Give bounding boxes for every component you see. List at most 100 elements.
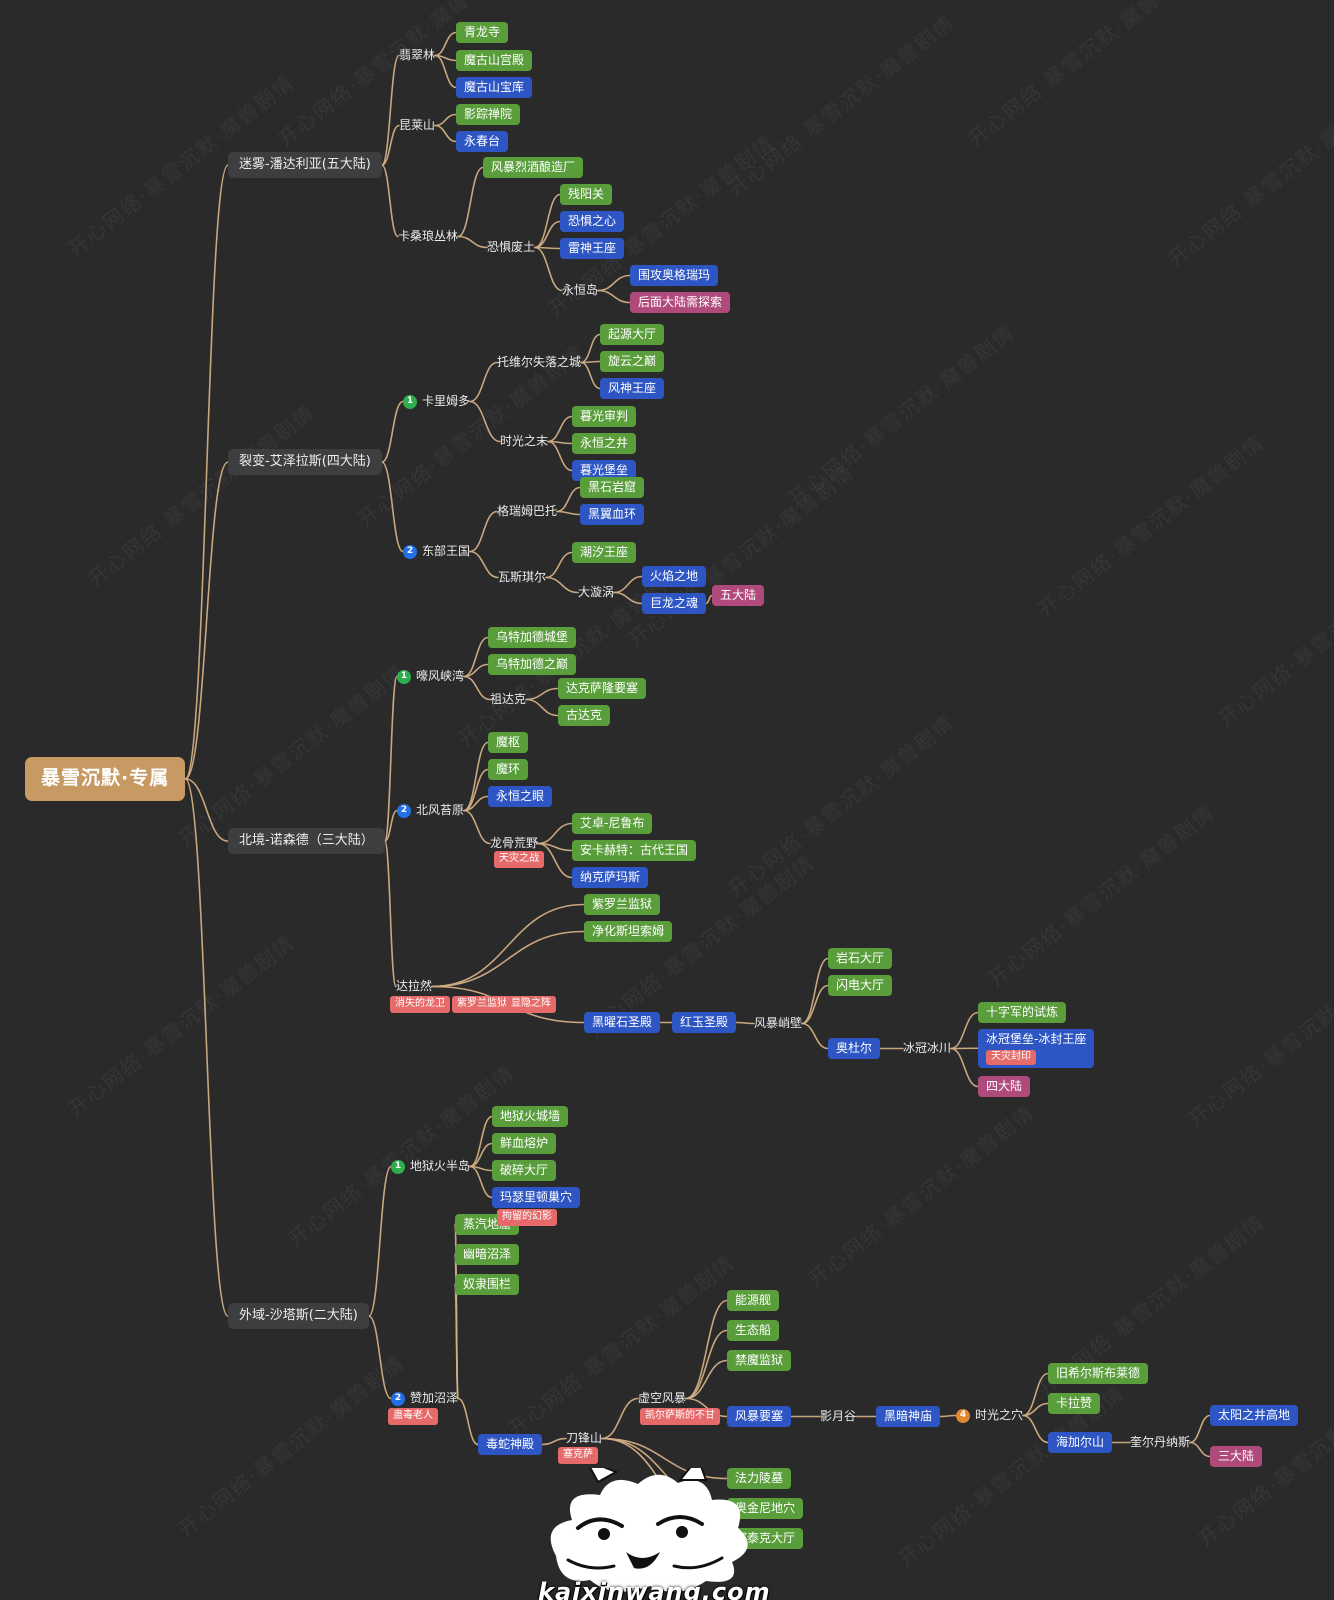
node-yingzong[interactable]: 影踪禅院 [456, 104, 521, 125]
node-dakesalong[interactable]: 达克萨隆要塞 [558, 678, 647, 699]
node-yingyuegu[interactable]: 影月谷 [820, 1409, 856, 1424]
node-shiguang-zhixue[interactable]: 4 时光之穴 [956, 1408, 1023, 1423]
node-wasiqier[interactable]: 瓦斯琪尔 [498, 570, 546, 585]
node-shandian[interactable]: 闪电大厅 [828, 975, 893, 996]
node-leishen-wangzuo[interactable]: 雷神王座 [560, 238, 625, 259]
node-diyuhuo[interactable]: 1 地狱火半岛 [391, 1159, 470, 1174]
node-xianxue[interactable]: 鲜血熔炉 [492, 1133, 557, 1154]
node-huoyan[interactable]: 火焰之地 [642, 566, 707, 587]
node-dalaran[interactable]: 达拉然 [396, 979, 432, 994]
node-kongju-feitu[interactable]: 恐惧废土 [487, 240, 535, 255]
node-kasanglang[interactable]: 卡桑琅丛林 [398, 229, 458, 244]
node-feicuilin[interactable]: 翡翠林 [399, 48, 435, 63]
node-julong[interactable]: 巨龙之魂 [642, 593, 707, 614]
node-root[interactable]: 暴雪沉默·专属 [25, 757, 186, 801]
node-kunlaishan[interactable]: 昆莱山 [399, 118, 435, 133]
node-bg-baolei[interactable]: 冰冠堡垒-冰封王座 天灾封印 [978, 1029, 1095, 1068]
node-fb-yaosai[interactable]: 风暴要塞 [727, 1406, 792, 1427]
node-sidalu[interactable]: 四大陆 [978, 1076, 1031, 1097]
node-zudake[interactable]: 祖达克 [490, 692, 526, 707]
node-yanshi[interactable]: 岩石大厅 [828, 948, 893, 969]
node-heishi-yanku[interactable]: 黑石岩窟 [580, 477, 645, 498]
node-dyh-chengqiang[interactable]: 地狱火城墙 [492, 1106, 569, 1127]
node-heiyi-xuehuan[interactable]: 黑翼血环 [580, 504, 645, 525]
node-qinglongsi[interactable]: 青龙寺 [456, 22, 509, 43]
node-qiyuan[interactable]: 起源大厅 [600, 324, 665, 345]
node-fali[interactable]: 法力陵墓 [727, 1468, 792, 1489]
node-wtjd-zhidian[interactable]: 乌特加德之巅 [488, 654, 577, 675]
node-houmian-dalu[interactable]: 后面大陆需探索 [630, 292, 731, 313]
node-yh-zhiyan[interactable]: 永恒之眼 [488, 786, 553, 807]
node-chaoxi[interactable]: 潮汐王座 [572, 542, 637, 563]
node-weigong-aog[interactable]: 围攻奥格瑞玛 [630, 265, 719, 286]
node-heiyaoshi[interactable]: 黑曜石圣殿 [584, 1012, 661, 1033]
node-jinmo[interactable]: 禁魔监狱 [727, 1350, 792, 1371]
node-dongbu[interactable]: 2 东部王国 [403, 544, 470, 559]
node-kongju-zhixin[interactable]: 恐惧之心 [560, 211, 625, 232]
node-tag-saikesa[interactable]: 塞克萨 [558, 1447, 598, 1464]
node-maseliton[interactable]: 玛瑟里顿巢穴 [492, 1187, 581, 1208]
node-youan[interactable]: 幽暗沼泽 [455, 1244, 520, 1265]
node-mgs-baoku[interactable]: 魔古山宝库 [456, 77, 533, 98]
node-daxuanwo[interactable]: 大漩涡 [578, 585, 614, 600]
node-haijiaer[interactable]: 海加尔山 [1048, 1432, 1113, 1453]
node-mohuan[interactable]: 魔环 [488, 759, 529, 780]
node-xukong[interactable]: 虚空风暴 [638, 1391, 686, 1406]
node-geruimubatuo[interactable]: 格瑞姆巴托 [497, 504, 557, 519]
node-xuanyun[interactable]: 旋云之巅 [600, 351, 665, 372]
node-daofengshan[interactable]: 刀锋山 [566, 1431, 602, 1446]
node-kalazan[interactable]: 卡拉赞 [1048, 1393, 1101, 1414]
node-yonghengdao[interactable]: 永恒岛 [562, 283, 598, 298]
node-tag-longwei[interactable]: 消失的龙卫 [390, 996, 450, 1013]
node-tbc[interactable]: 外域-沙塔斯(二大陆) [228, 1303, 369, 1330]
node-dushe[interactable]: 毒蛇神殿 [478, 1434, 543, 1455]
node-beifeng[interactable]: 2 北风苔原 [397, 803, 464, 818]
node-tag-xianyin[interactable]: 显隐之阵 [506, 996, 556, 1013]
node-aojinni[interactable]: 奥金尼地穴 [727, 1498, 804, 1519]
node-mg-shenpan[interactable]: 暮光审判 [572, 406, 637, 427]
node-heian-shenmiao[interactable]: 黑暗神庙 [876, 1406, 941, 1427]
node-naksamasi[interactable]: 纳克萨玛斯 [572, 867, 649, 888]
node-jiuxier[interactable]: 旧希尔斯布莱德 [1048, 1363, 1149, 1384]
node-posui[interactable]: 破碎大厅 [492, 1160, 557, 1181]
node-ankahete[interactable]: 安卡赫特：古代王国 [572, 840, 697, 861]
node-shizijun[interactable]: 十字军的试炼 [978, 1002, 1067, 1023]
node-hongyu[interactable]: 红玉圣殿 [672, 1012, 737, 1033]
node-mgs-gongdian[interactable]: 魔古山宫殿 [456, 50, 533, 71]
node-tag-ziluolan[interactable]: 紫罗兰监狱 [452, 996, 512, 1013]
node-fengshen[interactable]: 风神王座 [600, 378, 665, 399]
node-tag-gudu[interactable]: 蛊毒老人 [388, 1408, 438, 1425]
node-moshu[interactable]: 魔枢 [488, 732, 529, 753]
node-cata[interactable]: 裂变-艾泽拉斯(四大陆) [228, 449, 382, 476]
node-gudake[interactable]: 古达克 [558, 705, 611, 726]
node-wlk[interactable]: 北境-诺森德（三大陆） [228, 828, 385, 855]
node-wtjd-chengbao[interactable]: 乌特加德城堡 [488, 627, 577, 648]
node-tuoweier[interactable]: 托维尔失落之城 [497, 355, 581, 370]
node-wudalu[interactable]: 五大陆 [712, 585, 765, 606]
node-shengtaichuan[interactable]: 生态船 [727, 1320, 780, 1341]
node-yongchuntai[interactable]: 永春台 [456, 131, 509, 152]
node-kuier[interactable]: 奎尔丹纳斯 [1130, 1435, 1190, 1450]
node-jinghua-stsm[interactable]: 净化斯坦索姆 [584, 921, 673, 942]
node-zanjia[interactable]: 2 赞加沼泽 [391, 1391, 458, 1406]
node-aizhuo[interactable]: 艾卓-尼鲁布 [572, 813, 653, 834]
node-fb-qiaobi[interactable]: 风暴峭壁 [754, 1016, 802, 1031]
node-nuli[interactable]: 奴隶围栏 [455, 1274, 520, 1295]
node-taiyang[interactable]: 太阳之井高地 [1210, 1405, 1299, 1426]
node-sandalu[interactable]: 三大陆 [1210, 1446, 1263, 1467]
node-bg-bingchuan[interactable]: 冰冠冰川 [903, 1041, 951, 1056]
node-mg-baolei[interactable]: 暮光堡垒 [572, 460, 637, 481]
node-fengbao-niangzao[interactable]: 风暴烈酒酿造厂 [483, 157, 584, 178]
node-tag-juliu[interactable]: 拘留的幻影 [497, 1209, 557, 1226]
node-canyangguan[interactable]: 残阳关 [560, 184, 613, 205]
node-longgu[interactable]: 龙骨荒野 [490, 836, 538, 851]
node-subtag[interactable]: 天灾封印 [986, 1050, 1036, 1065]
node-ziluolan-jy[interactable]: 紫罗兰监狱 [584, 894, 661, 915]
node-shiguangzhimo[interactable]: 时光之末 [500, 434, 548, 449]
node-kalimduo[interactable]: 1 卡里姆多 [403, 394, 470, 409]
node-aoduer[interactable]: 奥杜尔 [828, 1038, 881, 1059]
node-nengyuanjian[interactable]: 能源舰 [727, 1290, 780, 1311]
node-yh-zhijing[interactable]: 永恒之井 [572, 433, 637, 454]
node-mop[interactable]: 迷雾-潘达利亚(五大陆) [228, 152, 382, 179]
node-tianzai-zhizhan[interactable]: 天灾之战 [494, 851, 544, 868]
